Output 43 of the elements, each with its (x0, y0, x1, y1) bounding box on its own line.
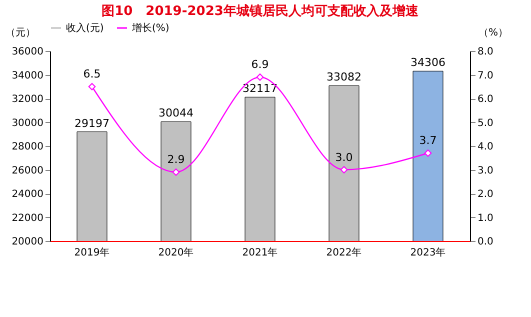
x-tick-label: 2023年 (410, 246, 446, 258)
legend-label: 增长(%) (131, 22, 170, 34)
y-tick-label: 26000 (12, 165, 44, 176)
point (340, 166, 348, 174)
y2-tick-label: 5.0 (478, 118, 494, 129)
data-label: 2.9 (167, 153, 185, 166)
y-tick-label: 32000 (12, 94, 44, 105)
x-tick-label: 2022年 (326, 246, 362, 258)
y2-tick-label: 7.0 (478, 70, 494, 82)
y-tick-label: 20000 (12, 236, 44, 248)
data-label: 32117 (242, 82, 278, 96)
point (88, 82, 96, 90)
legend-label: 收入(元) (66, 22, 104, 34)
y-tick-label: 22000 (12, 212, 44, 224)
y2-tick-label: 6.0 (478, 94, 494, 105)
y-tick-label: 36000 (12, 46, 44, 58)
y-tick-label: 28000 (12, 142, 44, 152)
point (256, 73, 264, 81)
y-tick-label: 34000 (12, 70, 44, 82)
data-label: 30044 (158, 106, 194, 120)
data-label: 3.7 (419, 134, 437, 148)
x-tick-label: 2019年 (74, 246, 110, 258)
y2-tick-label: 8.0 (478, 46, 494, 58)
y2-tick-label: 2.0 (478, 189, 494, 200)
point (424, 149, 432, 157)
data-label: 6.5 (83, 68, 101, 81)
chart-title: 图10 2019-2023年城镇居民人均可支配收入及增速 (102, 3, 420, 19)
data-label: 6.9 (251, 58, 269, 72)
data-label: 3.0 (335, 150, 353, 164)
y2-tick-label: 3.0 (478, 165, 494, 176)
data-label: 29197 (74, 116, 110, 130)
point (172, 168, 180, 176)
x-tick-label: 2021年 (242, 246, 278, 258)
y2-axis-title: （%） (478, 28, 508, 38)
data-label: 34306 (410, 56, 446, 70)
y2-tick-label: 1.0 (478, 212, 494, 224)
y-tick-label: 30000 (12, 118, 44, 129)
y-axis-title: （元） (6, 28, 36, 38)
data-label: 33082 (326, 70, 362, 84)
x-tick-label: 2020年 (158, 246, 194, 258)
y2-tick-label: 4.0 (478, 142, 494, 152)
y-tick-label: 24000 (12, 189, 44, 200)
y2-tick-label: 0.0 (478, 236, 494, 248)
